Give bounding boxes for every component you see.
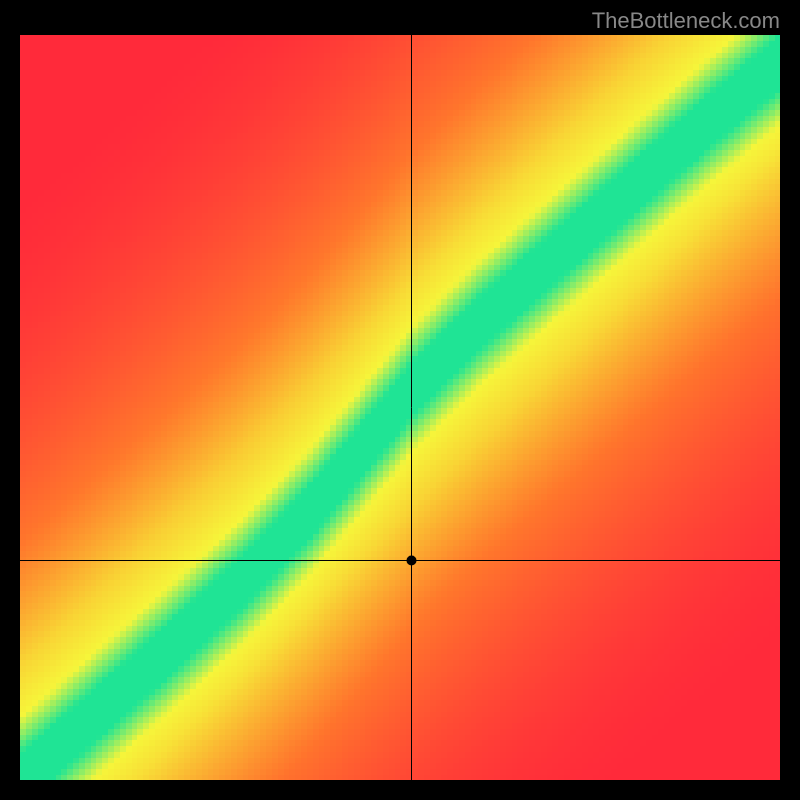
watermark-text: TheBottleneck.com (592, 8, 780, 34)
heatmap-canvas (20, 35, 780, 780)
chart-container: TheBottleneck.com (0, 0, 800, 800)
heatmap-plot (20, 35, 780, 780)
